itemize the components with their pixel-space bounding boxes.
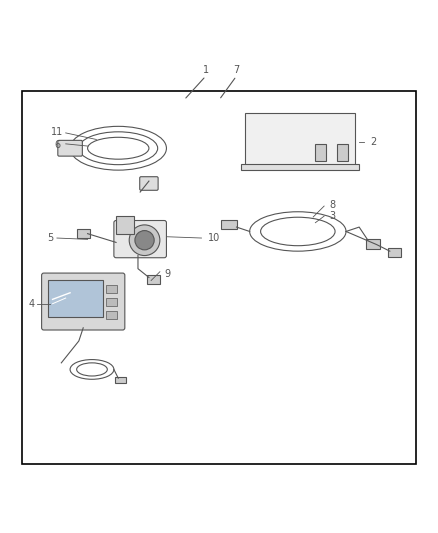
- FancyBboxPatch shape: [114, 221, 166, 258]
- FancyBboxPatch shape: [140, 177, 158, 190]
- Text: 4: 4: [28, 298, 35, 309]
- Circle shape: [135, 231, 154, 250]
- Bar: [106, 311, 117, 319]
- Text: 2: 2: [370, 136, 376, 147]
- Text: 10: 10: [208, 233, 220, 243]
- Bar: [77, 229, 90, 238]
- Bar: [48, 280, 103, 317]
- Text: 1: 1: [203, 64, 209, 75]
- Text: 11: 11: [51, 127, 63, 136]
- Circle shape: [129, 225, 160, 255]
- Bar: [315, 144, 326, 161]
- Text: 9: 9: [164, 269, 170, 279]
- Text: 5: 5: [47, 233, 53, 243]
- Bar: [116, 216, 134, 233]
- Bar: [147, 275, 160, 284]
- Bar: [337, 144, 348, 161]
- FancyBboxPatch shape: [42, 273, 125, 330]
- Bar: [366, 239, 380, 249]
- Bar: [388, 248, 401, 257]
- Bar: [106, 298, 117, 306]
- Bar: [241, 164, 359, 170]
- Bar: [245, 113, 355, 166]
- FancyBboxPatch shape: [58, 140, 82, 156]
- Text: 7: 7: [233, 64, 240, 75]
- Text: 6: 6: [54, 140, 60, 150]
- Text: 8: 8: [329, 200, 336, 210]
- Bar: [221, 220, 237, 229]
- Bar: [22, 91, 416, 464]
- Bar: [115, 377, 126, 383]
- Text: 3: 3: [329, 211, 336, 221]
- Bar: [106, 285, 117, 293]
